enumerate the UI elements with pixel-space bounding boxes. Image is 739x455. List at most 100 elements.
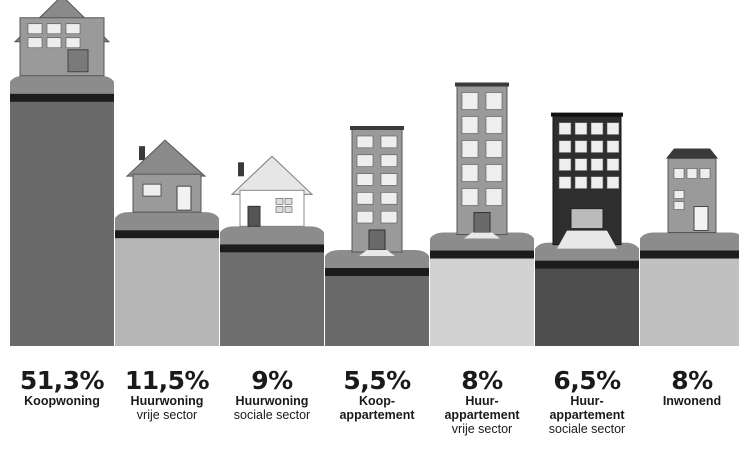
bar-7 [640,244,739,346]
category-name-line: Huur- [465,394,499,408]
category-label: 9% Huurwoning sociale sector [220,367,324,423]
chimney [238,162,244,177]
data-label: 5,5% [343,366,411,395]
window [485,188,503,206]
window [590,176,604,189]
bar-1 [10,87,114,347]
category-name-line: vrije sector [451,422,513,436]
bar-6 [535,254,639,346]
window [485,164,503,182]
bar-2 [115,224,219,346]
window [485,140,503,158]
window [356,173,374,186]
window [590,122,604,135]
category-name-line: Huurwoning [235,394,309,408]
category-name-line: Huurwoning [130,394,204,408]
grass-mound [430,232,534,251]
window [27,37,43,49]
window [673,168,685,179]
door [247,205,261,227]
window [590,140,604,153]
house-body [19,17,105,77]
soil-stripe [430,250,534,259]
soil-stripe [10,93,114,102]
window [380,173,398,186]
category-name-line: Koop- [358,394,396,408]
window [606,158,620,171]
window [606,122,620,135]
window [275,198,284,205]
data-label: 9% [251,366,293,395]
window [356,210,374,224]
window [606,140,620,153]
category-label: 8% Huur-appartement vrije sector [430,367,534,437]
window [380,135,398,149]
window [275,206,284,213]
soil-stripe [640,250,739,259]
window [380,154,398,167]
window [65,37,81,49]
window [46,23,62,35]
window [574,140,588,153]
category-name-line: sociale sector [548,422,626,436]
category-name-line: Koopwoning [24,394,100,408]
category-name-line: appartement [444,408,520,422]
category-name-line: Inwonend [662,394,722,408]
garage-door [67,49,89,73]
window [686,168,698,179]
grass-mound [10,75,114,94]
garage-door [570,208,604,230]
grass-mound [115,212,219,231]
window [558,158,572,171]
window [673,190,685,199]
window [27,23,43,35]
window [284,198,293,205]
category-label: 6,5% Huur-appartement sociale sector [535,367,639,437]
steps [359,250,395,256]
building-2 [125,139,207,213]
window [65,23,81,35]
roof [551,112,623,117]
window [673,201,685,210]
soil-stripe [535,260,639,269]
window [485,116,503,134]
category-label: 5,5% Koop-appartement [325,367,429,422]
roof [455,82,509,87]
window [590,158,604,171]
door [693,206,709,232]
window [485,92,503,110]
category-name-line: sociale sector [233,408,311,422]
category-name-line: appartement [339,408,415,422]
window [461,116,479,134]
category-name-line: vrije sector [136,408,198,422]
window [606,176,620,189]
window [461,164,479,182]
window [284,206,293,213]
roof [125,139,207,177]
grass-mound [220,226,324,245]
data-label: 11,5% [124,366,210,395]
building-1 [13,0,111,77]
window [380,210,398,224]
category-label: 11,5% Huurwoning vrije sector [115,367,219,423]
window [356,135,374,149]
building-3 [230,155,314,227]
window [46,37,62,49]
soil-stripe [325,268,429,276]
data-label: 51,3% [19,366,105,395]
data-label: 8% [671,366,713,395]
window [461,140,479,158]
category-name-line: Huur- [570,394,604,408]
steps [464,232,500,239]
window [574,122,588,135]
chimney [139,146,145,161]
window [699,168,711,179]
category-name-line: appartement [549,408,625,422]
window [558,176,572,189]
bar-5 [430,244,534,346]
steps [557,230,617,249]
window [558,140,572,153]
window [461,188,479,206]
